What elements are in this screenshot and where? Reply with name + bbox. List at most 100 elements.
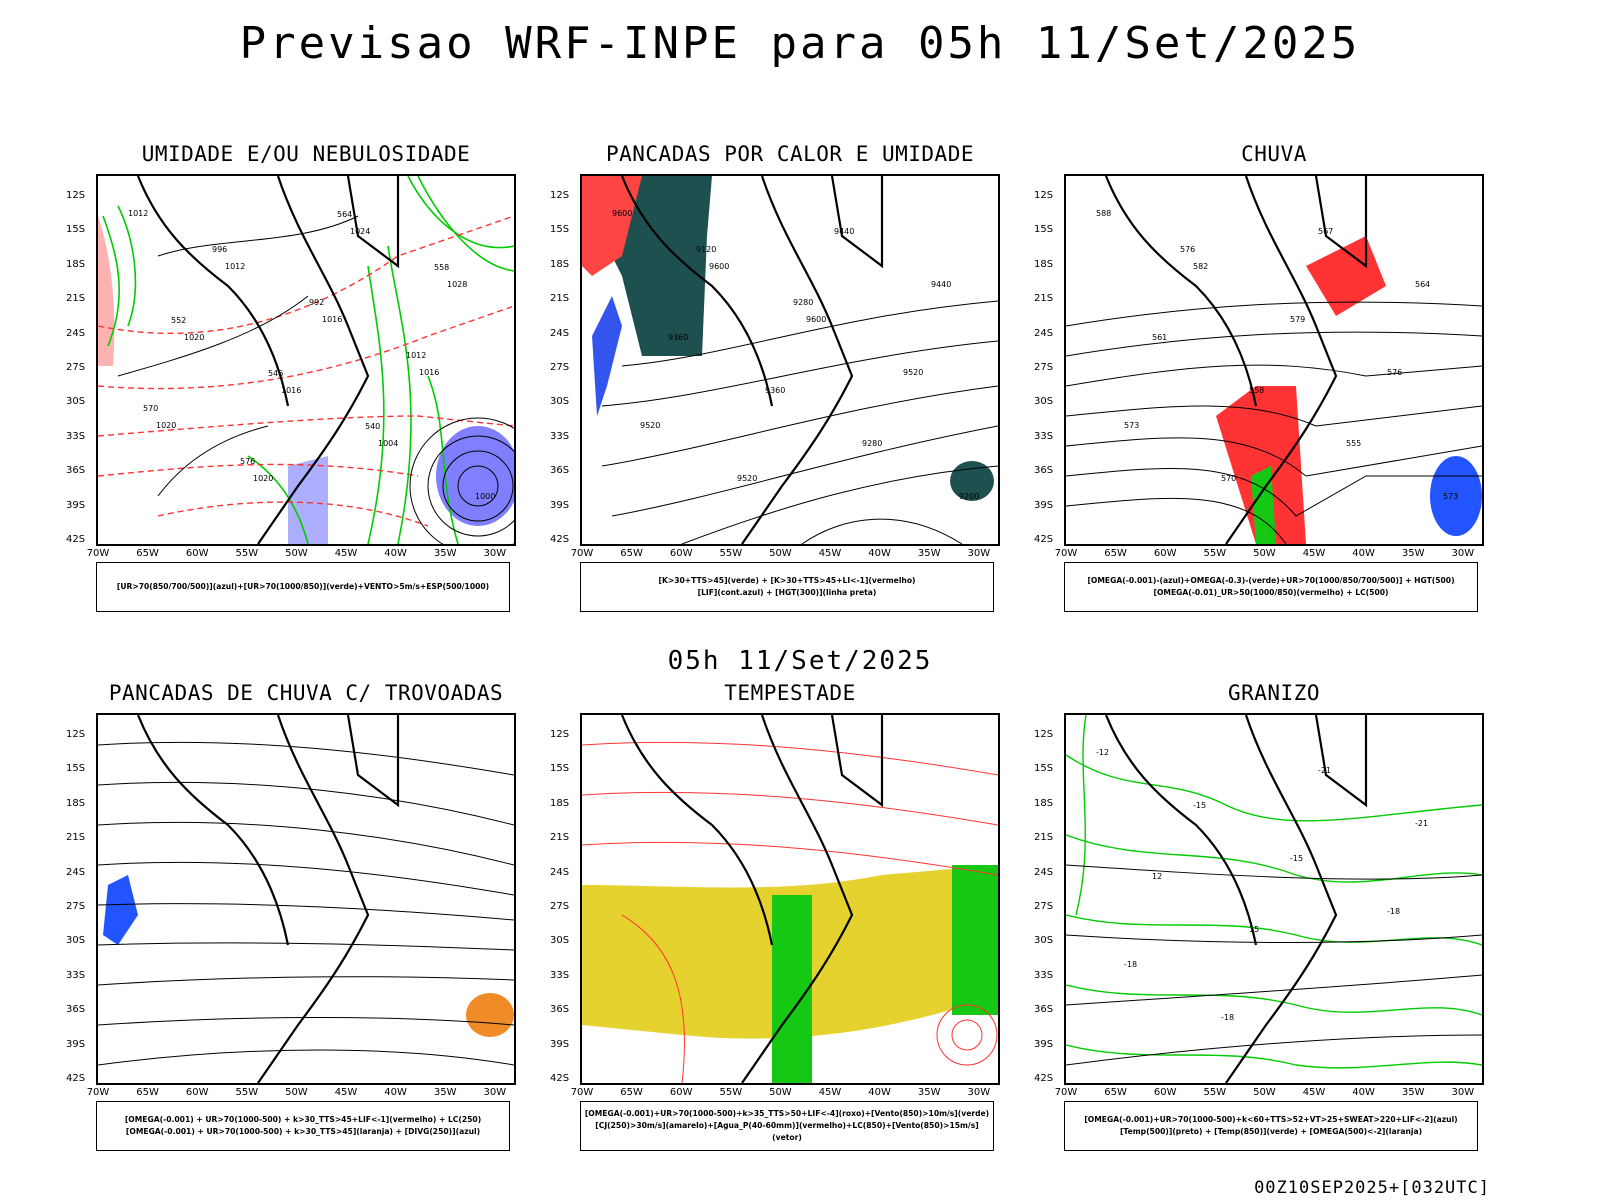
map-frame bbox=[96, 713, 516, 1085]
lon-tick-label: 40W bbox=[384, 1087, 407, 1098]
contour-value-label: 9200 bbox=[959, 492, 979, 501]
lat-tick-label: 36S bbox=[550, 1004, 570, 1016]
lon-tick-label: 55W bbox=[719, 548, 743, 559]
lat-tick-label: 15S bbox=[1034, 224, 1054, 236]
lat-tick-label: 12S bbox=[550, 190, 570, 201]
contour-value-label: 15 bbox=[1249, 925, 1259, 934]
lon-tick-label: 45W bbox=[334, 548, 358, 559]
lat-tick-label: 39S bbox=[550, 499, 570, 511]
lon-tick-label: 60W bbox=[669, 548, 693, 559]
contour-value-label: 1000 bbox=[475, 492, 495, 501]
legend-line: [OMEGA(-0.001)-(azul)+OMEGA(-0.3)-(verde… bbox=[1087, 576, 1455, 585]
panel-legend: [OMEGA(-0.001)-(azul)+OMEGA(-0.3)-(verde… bbox=[1064, 562, 1478, 612]
lon-tick-label: 50W bbox=[285, 1087, 308, 1098]
hgt300-contours bbox=[601, 300, 998, 544]
lon-tick-label: 45W bbox=[334, 1087, 358, 1098]
contour-value-label: -15 bbox=[1193, 801, 1206, 810]
lat-tick-label: 12S bbox=[1034, 729, 1054, 740]
coastline-borders bbox=[1104, 715, 1368, 1083]
humidity-red-area bbox=[98, 216, 115, 366]
panel-chuva: CHUVA 588 582 579 576 573 570 567 564 561 558 555 5… bbox=[1034, 142, 1484, 622]
lon-tick-label: 45W bbox=[818, 1087, 842, 1098]
contour-value-label: 564 bbox=[1415, 280, 1430, 289]
lon-tick-label: 35W bbox=[1401, 548, 1425, 559]
contour-value-label: 564 bbox=[337, 210, 352, 219]
humidity-green-contours bbox=[102, 176, 514, 544]
lon-tick-label: 50W bbox=[769, 1087, 792, 1098]
contour-value-label: 9440 bbox=[931, 280, 951, 289]
panel-legend: [UR>70(850/700/500)](azul)+[UR>70(1000/8… bbox=[96, 562, 510, 612]
convection-dark-area-2 bbox=[950, 461, 994, 501]
lat-tick-label: 12S bbox=[66, 190, 86, 201]
legend-line: [CJ(250)>30m/s](amarelo)+[Agua_P(40-60mm… bbox=[595, 1121, 979, 1142]
lon-tick-label: 50W bbox=[769, 548, 792, 559]
lon-tick-label: 40W bbox=[1352, 1087, 1375, 1098]
contour-value-label: -12 bbox=[1096, 748, 1109, 757]
rain-red-area-2 bbox=[1306, 236, 1386, 316]
lon-tick-label: 30W bbox=[967, 1087, 991, 1098]
temp500-contours bbox=[1066, 864, 1482, 1066]
contour-value-label: 558 bbox=[434, 263, 449, 272]
lat-tick-label: 42S bbox=[550, 1073, 570, 1084]
lat-tick-label: 24S bbox=[550, 327, 570, 339]
lif-blue-area bbox=[592, 296, 622, 416]
lat-tick-label: 39S bbox=[66, 1038, 86, 1050]
lon-tick-label: 55W bbox=[235, 548, 259, 559]
contour-value-label: 1004 bbox=[378, 439, 398, 448]
lat-tick-label: 33S bbox=[66, 430, 86, 442]
lat-tick-label: 30S bbox=[66, 396, 86, 408]
contour-value-label: 1016 bbox=[419, 368, 439, 377]
lon-tick-label: 30W bbox=[1451, 1087, 1475, 1098]
map-svg: 1012 1012 1016 1016 1020 1020 1024 1028 1020 1016… bbox=[98, 176, 514, 544]
lat-tick-label: 24S bbox=[1034, 327, 1054, 339]
panel-trovoadas: PANCADAS DE CHUVA C/ TROVOADAS bbox=[66, 681, 516, 1161]
lon-tick-label: 60W bbox=[185, 548, 209, 559]
legend-line: [OMEGA(-0.001)+UR>70(1000-500)+k<60+TTS>… bbox=[1084, 1115, 1458, 1124]
legend-line: [OMEGA(-0.01)_UR>50(1000/850)(vermelho) … bbox=[1153, 588, 1389, 597]
contour-value-label: -18 bbox=[1221, 1013, 1234, 1022]
lat-tick-label: 30S bbox=[550, 396, 570, 408]
contour-value-label: 1012 bbox=[225, 262, 245, 271]
lon-tick-label: 30W bbox=[967, 548, 991, 559]
lat-tick-label: 42S bbox=[1034, 1073, 1054, 1084]
legend-line: [K>30+TTS>45](verde) + [K>30+TTS>45+LI<-… bbox=[658, 576, 916, 585]
map-svg bbox=[582, 715, 998, 1083]
lat-tick-label: 24S bbox=[66, 866, 86, 878]
lat-tick-label: 30S bbox=[1034, 396, 1054, 408]
lon-tick-label: 70W bbox=[86, 1087, 110, 1098]
contour-value-label: 9520 bbox=[737, 474, 757, 483]
contour-value-label: 9280 bbox=[862, 439, 882, 448]
contour-value-label: 573 bbox=[1443, 492, 1458, 501]
lon-tick-label: 35W bbox=[1401, 1087, 1425, 1098]
lat-tick-label: 21S bbox=[550, 832, 570, 844]
panel-title: PANCADAS POR CALOR E UMIDADE bbox=[605, 142, 974, 166]
lat-tick-label: 33S bbox=[550, 969, 570, 981]
contour-value-label: 9600 bbox=[806, 315, 826, 324]
lon-tick-label: 40W bbox=[868, 1087, 891, 1098]
lon-tick-label: 30W bbox=[483, 548, 507, 559]
contour-value-label: -18 bbox=[1124, 960, 1137, 969]
lon-tick-label: 60W bbox=[1153, 1087, 1177, 1098]
thickness-contours bbox=[98, 215, 514, 527]
lon-tick-label: 60W bbox=[669, 1087, 693, 1098]
lat-tick-label: 27S bbox=[550, 362, 570, 373]
panel-title: TEMPESTADE bbox=[724, 681, 856, 705]
lon-tick-label: 70W bbox=[1054, 1087, 1078, 1098]
lat-tick-label: 18S bbox=[66, 258, 86, 270]
contour-value-label: 992 bbox=[309, 298, 324, 307]
lat-tick-label: 27S bbox=[1034, 901, 1054, 912]
lon-tick-label: 35W bbox=[917, 1087, 941, 1098]
contour-value-label: 1016 bbox=[322, 315, 342, 324]
lat-tick-label: 27S bbox=[550, 901, 570, 912]
lat-tick-label: 18S bbox=[550, 258, 570, 270]
panel-title: PANCADAS DE CHUVA C/ TROVOADAS bbox=[108, 681, 504, 705]
map-svg: 588 582 579 576 573 570 567 564 561 558 555 573 576 bbox=[1066, 176, 1482, 544]
contour-value-label: 9280 bbox=[793, 298, 813, 307]
contour-value-label: 9440 bbox=[834, 227, 854, 236]
contour-value-label: 561 bbox=[1152, 333, 1167, 342]
contour-value-label: -15 bbox=[1290, 854, 1303, 863]
coastline-borders bbox=[620, 715, 884, 1083]
map-svg bbox=[98, 715, 514, 1083]
panel-legend: [OMEGA(-0.001)+UR>70(1000-500)+k<60+TTS>… bbox=[1064, 1101, 1478, 1151]
contour-value-label: 9520 bbox=[903, 368, 923, 377]
